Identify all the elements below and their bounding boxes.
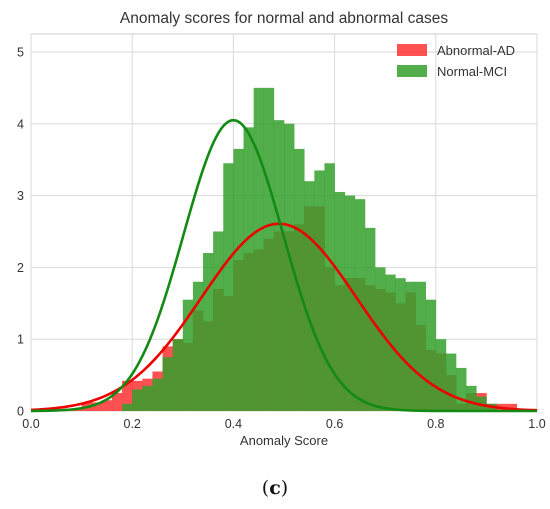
x-tick-label: 1.0	[528, 417, 545, 431]
histogram-bar	[122, 380, 133, 411]
x-tick-label: 0.2	[124, 417, 141, 431]
legend-swatch	[397, 65, 427, 77]
histogram-bar	[213, 231, 224, 411]
y-tick-label: 1	[17, 333, 24, 347]
caption-close: )	[280, 477, 289, 499]
x-tick-label: 0.0	[22, 417, 39, 431]
legend-label: Normal-MCI	[437, 64, 507, 79]
histogram-bar	[425, 299, 437, 411]
legend-swatch	[397, 44, 427, 56]
y-tick-label: 4	[17, 117, 24, 131]
histogram-bar	[253, 87, 265, 411]
histogram-bar	[172, 339, 184, 411]
histogram-bar	[334, 191, 346, 411]
histogram-bar	[466, 385, 477, 411]
legend: Abnormal-AD Normal-MCI	[397, 43, 515, 79]
x-tick-label: 0.4	[225, 417, 242, 431]
x-axis-label: Anomaly Score	[240, 433, 328, 448]
figure-caption: (c)	[0, 477, 550, 499]
histogram-bar	[324, 163, 335, 411]
histogram-bar	[344, 195, 356, 411]
histogram-bar	[304, 181, 315, 411]
x-tick-label: 0.6	[326, 417, 343, 431]
histogram-bar	[243, 127, 254, 411]
caption-open: (	[261, 477, 270, 499]
histogram-bar	[375, 267, 386, 411]
histogram-chart: 0.0 0.2 0.4 0.6 0.8 1.0 0 1 2 3 4 5 Anomaly scores …	[17, 10, 546, 448]
histogram-bar	[273, 120, 285, 412]
histogram-bar	[142, 385, 153, 411]
histogram-bar	[223, 163, 234, 411]
histogram-bar	[456, 367, 467, 411]
histogram-bar	[162, 357, 173, 411]
histogram-bar	[294, 148, 305, 411]
histogram-bar	[132, 389, 143, 411]
fit-curve-abnormal-ad	[30, 222, 538, 412]
fit-curves	[30, 118, 538, 413]
tick-labels: 0.0 0.2 0.4 0.6 0.8 1.0 0 1 2 3 4 5	[17, 45, 546, 431]
x-tick-label: 0.8	[427, 417, 444, 431]
y-tick-label: 2	[17, 261, 24, 275]
fit-curve-normal-mci	[30, 118, 537, 413]
histogram-bar	[395, 278, 406, 411]
histogram-bar	[122, 403, 133, 411]
histogram-bar	[203, 253, 214, 411]
histogram-bar	[415, 281, 426, 411]
histogram-bar	[405, 281, 416, 411]
histogram-bar	[152, 378, 163, 411]
y-tick-label: 3	[17, 189, 24, 203]
y-tick-label: 0	[17, 405, 24, 419]
histogram-bar	[233, 148, 244, 411]
caption-letter: c	[269, 477, 281, 499]
histogram-bar	[506, 403, 518, 411]
legend-label: Abnormal-AD	[437, 43, 515, 58]
histogram-bar	[91, 402, 103, 411]
y-tick-label: 5	[17, 45, 24, 59]
histogram-bar	[314, 170, 325, 411]
histogram-bar	[435, 339, 447, 411]
histogram-bar	[182, 299, 194, 411]
histogram-bar	[192, 281, 204, 411]
chart-title: Anomaly scores for normal and abnormal c…	[120, 10, 448, 27]
histogram-bar	[101, 400, 113, 411]
histogram-bar	[111, 393, 123, 411]
histogram-bar	[263, 87, 275, 411]
histogram-bar	[284, 123, 295, 411]
histogram-bar	[445, 353, 457, 411]
